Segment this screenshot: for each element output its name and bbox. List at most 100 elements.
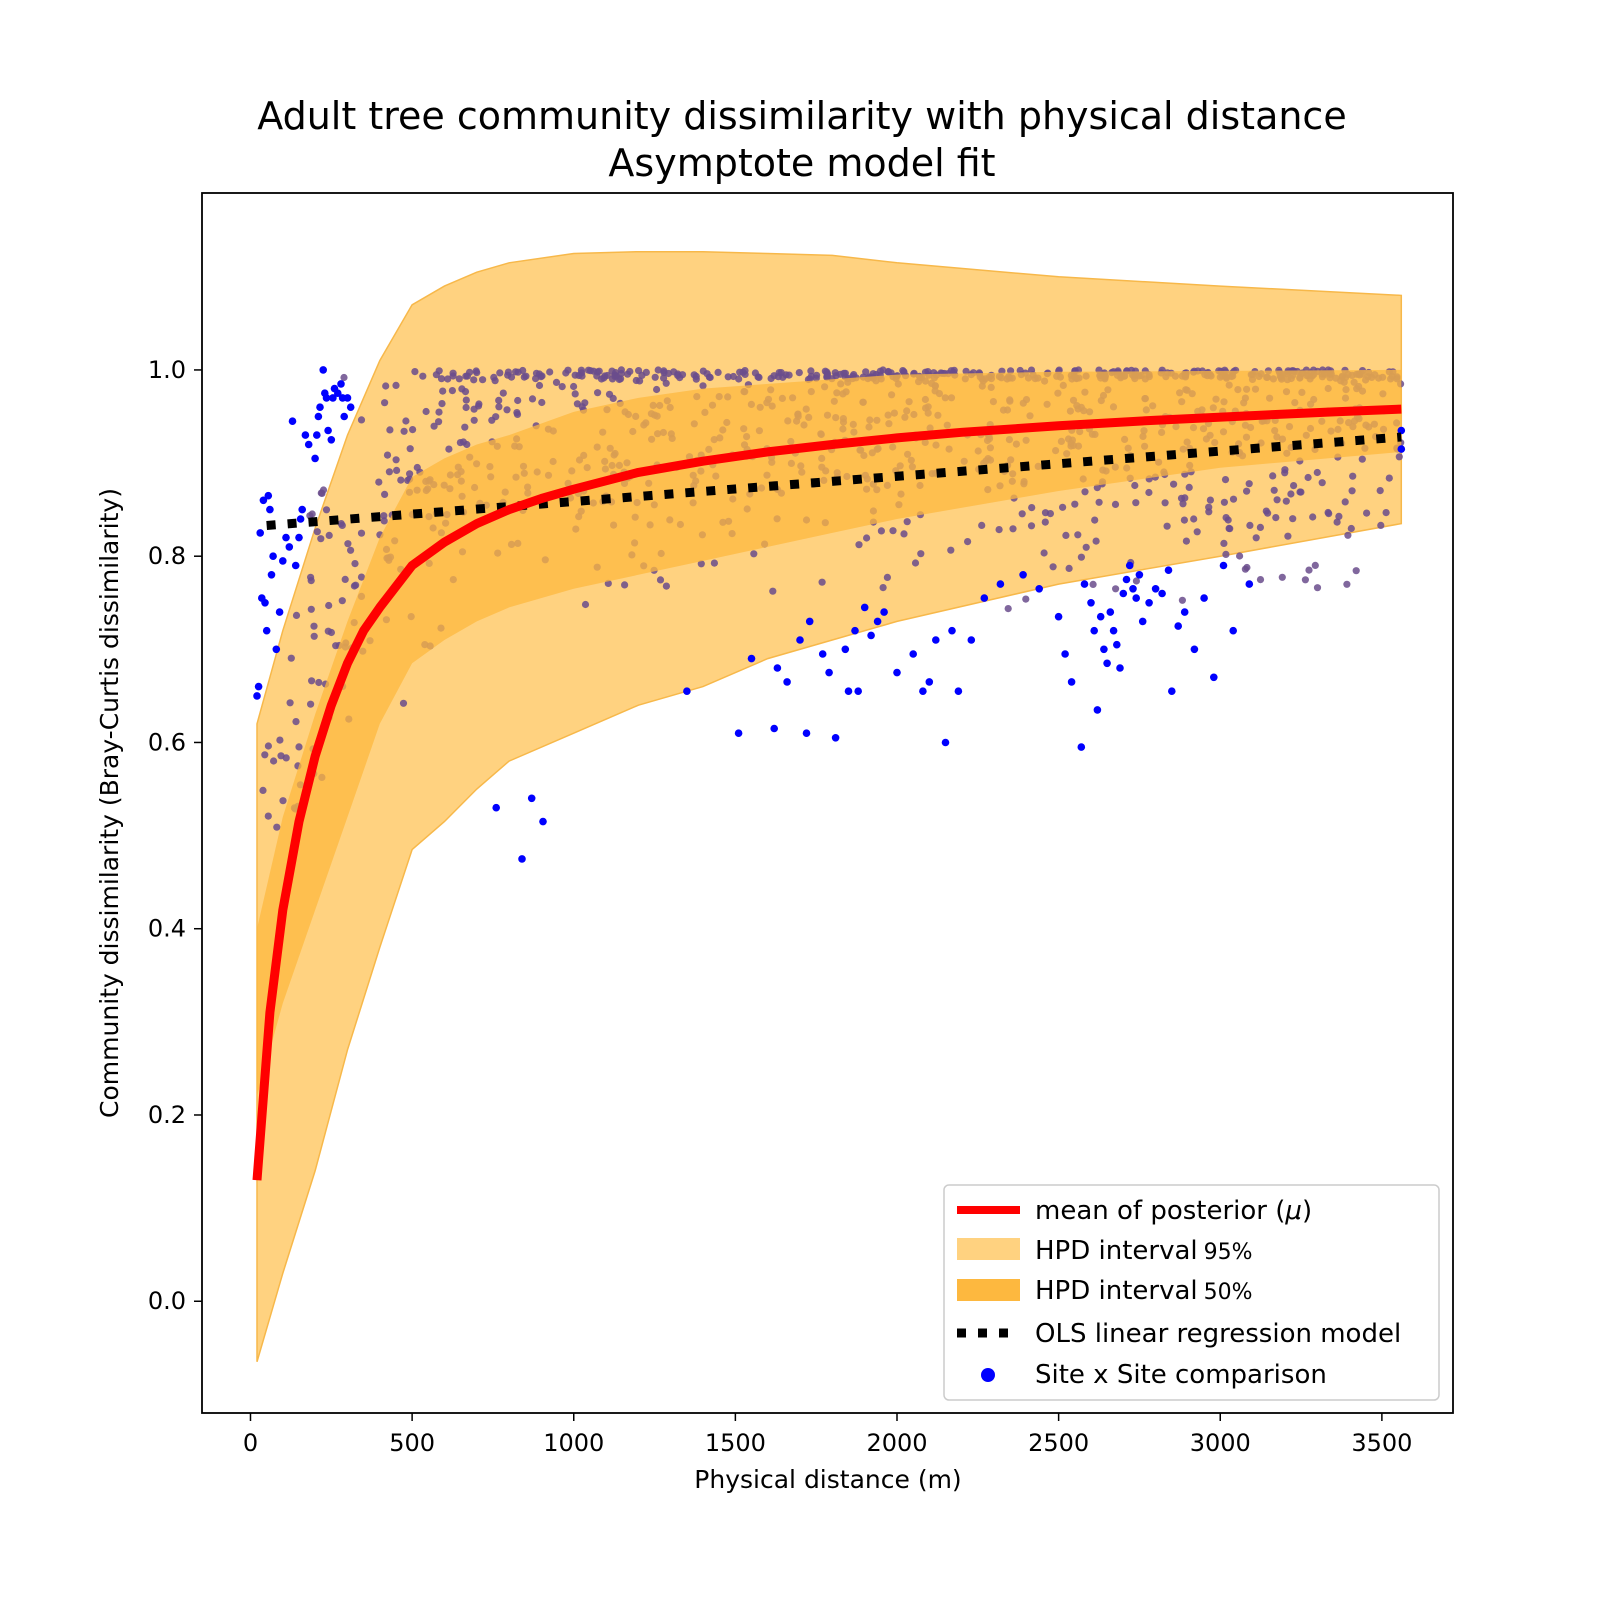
comparison-point [1236,552,1244,560]
comparison-point [1018,510,1026,518]
comparison-point [917,550,925,558]
site-comparison-points [253,366,1406,863]
site-comparison-point [316,403,324,412]
comparison-point [1352,567,1360,575]
comparison-point [397,476,405,484]
site-comparison-point [851,626,859,635]
comparison-point [1181,494,1189,502]
site-comparison-point [1093,706,1102,714]
comparison-point [1178,596,1186,604]
comparison-point [911,559,920,567]
site-comparison-point [1168,687,1176,695]
posterior-mean-line [252,404,1402,1181]
x-tick-label: 500 [389,1429,435,1457]
site-comparison-point [346,403,355,412]
site-comparison-point [1245,580,1254,588]
comparison-point [552,378,561,386]
site-comparison-point [1138,617,1147,626]
comparison-point [1385,474,1393,482]
comparison-point [1027,522,1036,530]
site-comparison-point [1119,589,1128,598]
comparison-point [889,527,897,535]
site-comparison-point [275,608,284,616]
comparison-point [632,376,640,385]
comparison-point [777,369,785,377]
legend-hpd95-pct: 95% [1204,1240,1253,1265]
comparison-point [1269,472,1277,480]
comparison-point [900,368,908,376]
site-comparison-point [1109,626,1118,635]
comparison-point [855,541,863,549]
site-comparison-point [1219,561,1228,570]
site-comparison-point [327,436,336,444]
comparison-point [380,512,388,520]
legend-box [943,1184,1440,1401]
comparison-point [714,368,722,376]
comparison-point [286,699,294,707]
comparison-point [581,600,590,609]
comparison-point [406,470,414,478]
site-comparison-point [734,729,743,737]
legend-swatch-hpd95 [957,1238,1020,1260]
comparison-point [1220,498,1228,506]
comparison-point [400,427,408,435]
comparison-point [503,406,511,414]
comparison-point [1313,468,1321,477]
site-comparison-point [1174,622,1182,630]
comparison-point [1179,500,1187,508]
x-tick-label: 3000 [1190,1429,1251,1457]
comparison-point [1311,561,1319,570]
site-comparison-point [1080,580,1089,588]
comparison-point [513,410,522,418]
comparison-point [479,376,487,384]
comparison-point [347,546,355,554]
comparison-point [386,426,394,434]
x-axis-ticks: 0 500 1000 1500 2000 2500 3000 3500 [243,1413,1412,1457]
site-comparison-point [262,626,271,635]
site-comparison-point [831,734,840,742]
comparison-point [1290,482,1298,490]
comparison-point [381,399,389,407]
site-comparison-point [770,724,778,733]
plot-frame [201,192,1454,1414]
legend-swatch-hpd50 [957,1279,1020,1301]
site-comparison-point [1061,650,1069,658]
legend-label-hpd50: HPD interval 50% [1035,1276,1253,1306]
comparison-point [532,369,541,377]
site-comparison-point [1229,626,1237,635]
comparison-point [823,368,831,376]
comparison-point [654,366,662,374]
comparison-point [430,422,438,430]
legend-label-posterior-mean: mean of posterior (μ) [1035,1196,1312,1226]
comparison-point [1009,525,1017,533]
site-comparison-point [296,515,305,523]
comparison-point [1222,514,1230,522]
site-comparison-point [254,682,263,691]
comparison-point [750,550,758,558]
site-comparison-point [1397,445,1406,453]
comparison-point [900,530,908,538]
site-comparison-point [1158,589,1166,598]
site-comparison-point [825,668,833,677]
legend-hpd50-pct: 50% [1204,1280,1253,1305]
site-comparison-point [1210,673,1218,682]
site-comparison-point [343,394,352,402]
comparison-point [1333,518,1341,526]
site-comparison-point [259,496,268,505]
plot-area [252,250,1406,1363]
comparison-point [1349,472,1357,480]
site-comparison-point [1129,585,1137,593]
comparison-point [277,752,285,760]
comparison-point [603,371,611,380]
site-comparison-point [841,645,850,654]
comparison-point [608,367,616,375]
comparison-point [1205,503,1213,511]
comparison-point [1089,580,1097,589]
comparison-point [1091,516,1099,524]
comparison-point [381,490,389,498]
comparison-point [435,418,443,426]
comparison-point [862,368,870,376]
comparison-point [439,387,447,395]
comparison-point [1111,500,1120,508]
comparison-point [586,367,595,375]
